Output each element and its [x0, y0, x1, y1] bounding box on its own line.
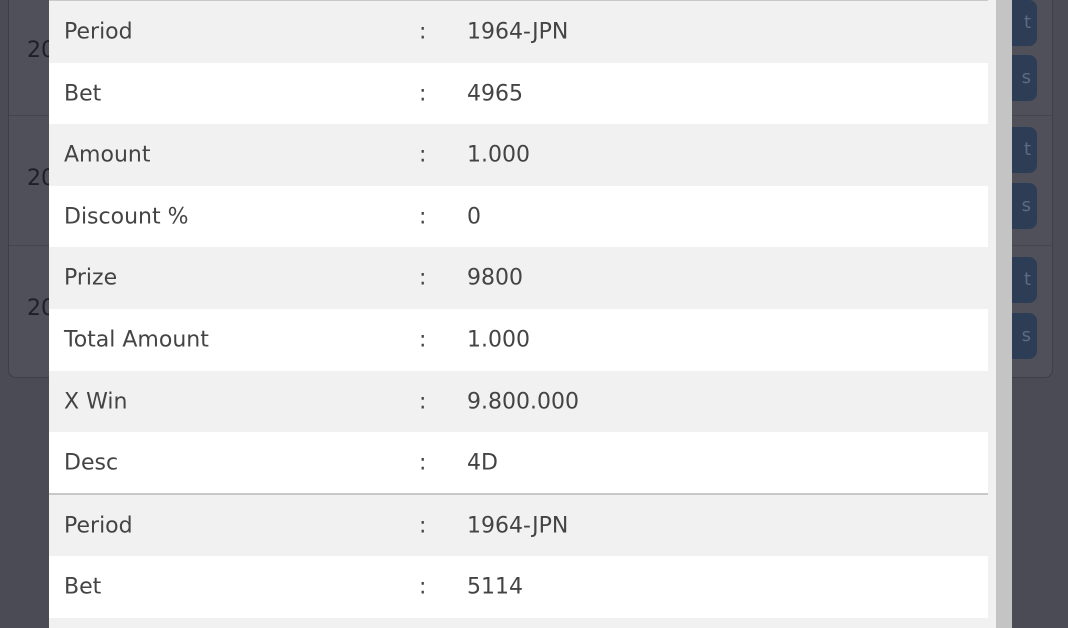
- detail-value: 1964-JPN: [467, 513, 569, 539]
- detail-value: 0: [467, 204, 481, 230]
- detail-value: 9800: [467, 265, 523, 291]
- detail-separator: :: [419, 513, 427, 539]
- detail-label: Amount: [64, 142, 151, 168]
- detail-value: 1.000: [467, 327, 530, 353]
- detail-label: Bet: [64, 574, 102, 600]
- detail-label: Desc: [64, 450, 119, 476]
- bet-detail-modal: Period : 1964-JPN Bet : 4965 Amount : 1.…: [49, 0, 996, 628]
- detail-separator: :: [419, 142, 427, 168]
- detail-value: 1.000: [467, 142, 530, 168]
- detail-row: Amount : 1.000: [49, 124, 988, 187]
- detail-label: Total Amount: [64, 327, 209, 353]
- detail-row: Prize : 9800: [49, 247, 988, 310]
- detail-label: Period: [64, 19, 133, 45]
- detail-separator: :: [419, 265, 427, 291]
- detail-row: Period : 1964-JPN: [49, 494, 988, 557]
- group-divider: [49, 492, 988, 495]
- detail-separator: :: [419, 574, 427, 600]
- detail-separator: :: [419, 204, 427, 230]
- detail-row-partial: [49, 618, 988, 628]
- detail-row: Total Amount : 1.000: [49, 309, 988, 371]
- detail-value: 5114: [467, 574, 523, 600]
- detail-separator: :: [419, 81, 427, 107]
- detail-value: 1964-JPN: [467, 19, 569, 45]
- detail-value: 4D: [467, 450, 498, 476]
- detail-row: Bet : 4965: [49, 62, 988, 125]
- detail-label: X Win: [64, 389, 128, 415]
- group-divider: [49, 0, 988, 1]
- detail-label: Bet: [64, 81, 102, 107]
- detail-value: 9.800.000: [467, 389, 579, 415]
- detail-row: Desc : 4D: [49, 432, 988, 495]
- detail-row: Period : 1964-JPN: [49, 1, 988, 63]
- detail-label: Prize: [64, 265, 118, 291]
- detail-label: Period: [64, 513, 133, 539]
- detail-value: 4965: [467, 81, 523, 107]
- detail-row: Discount % : 0: [49, 185, 988, 248]
- modal-scrollbar[interactable]: [996, 0, 1012, 628]
- detail-separator: :: [419, 450, 427, 476]
- detail-separator: :: [419, 327, 427, 353]
- detail-label: Discount %: [64, 204, 189, 230]
- detail-row: X Win : 9.800.000: [49, 370, 988, 433]
- detail-row: Bet : 5114: [49, 556, 988, 619]
- detail-separator: :: [419, 19, 427, 45]
- detail-separator: :: [419, 389, 427, 415]
